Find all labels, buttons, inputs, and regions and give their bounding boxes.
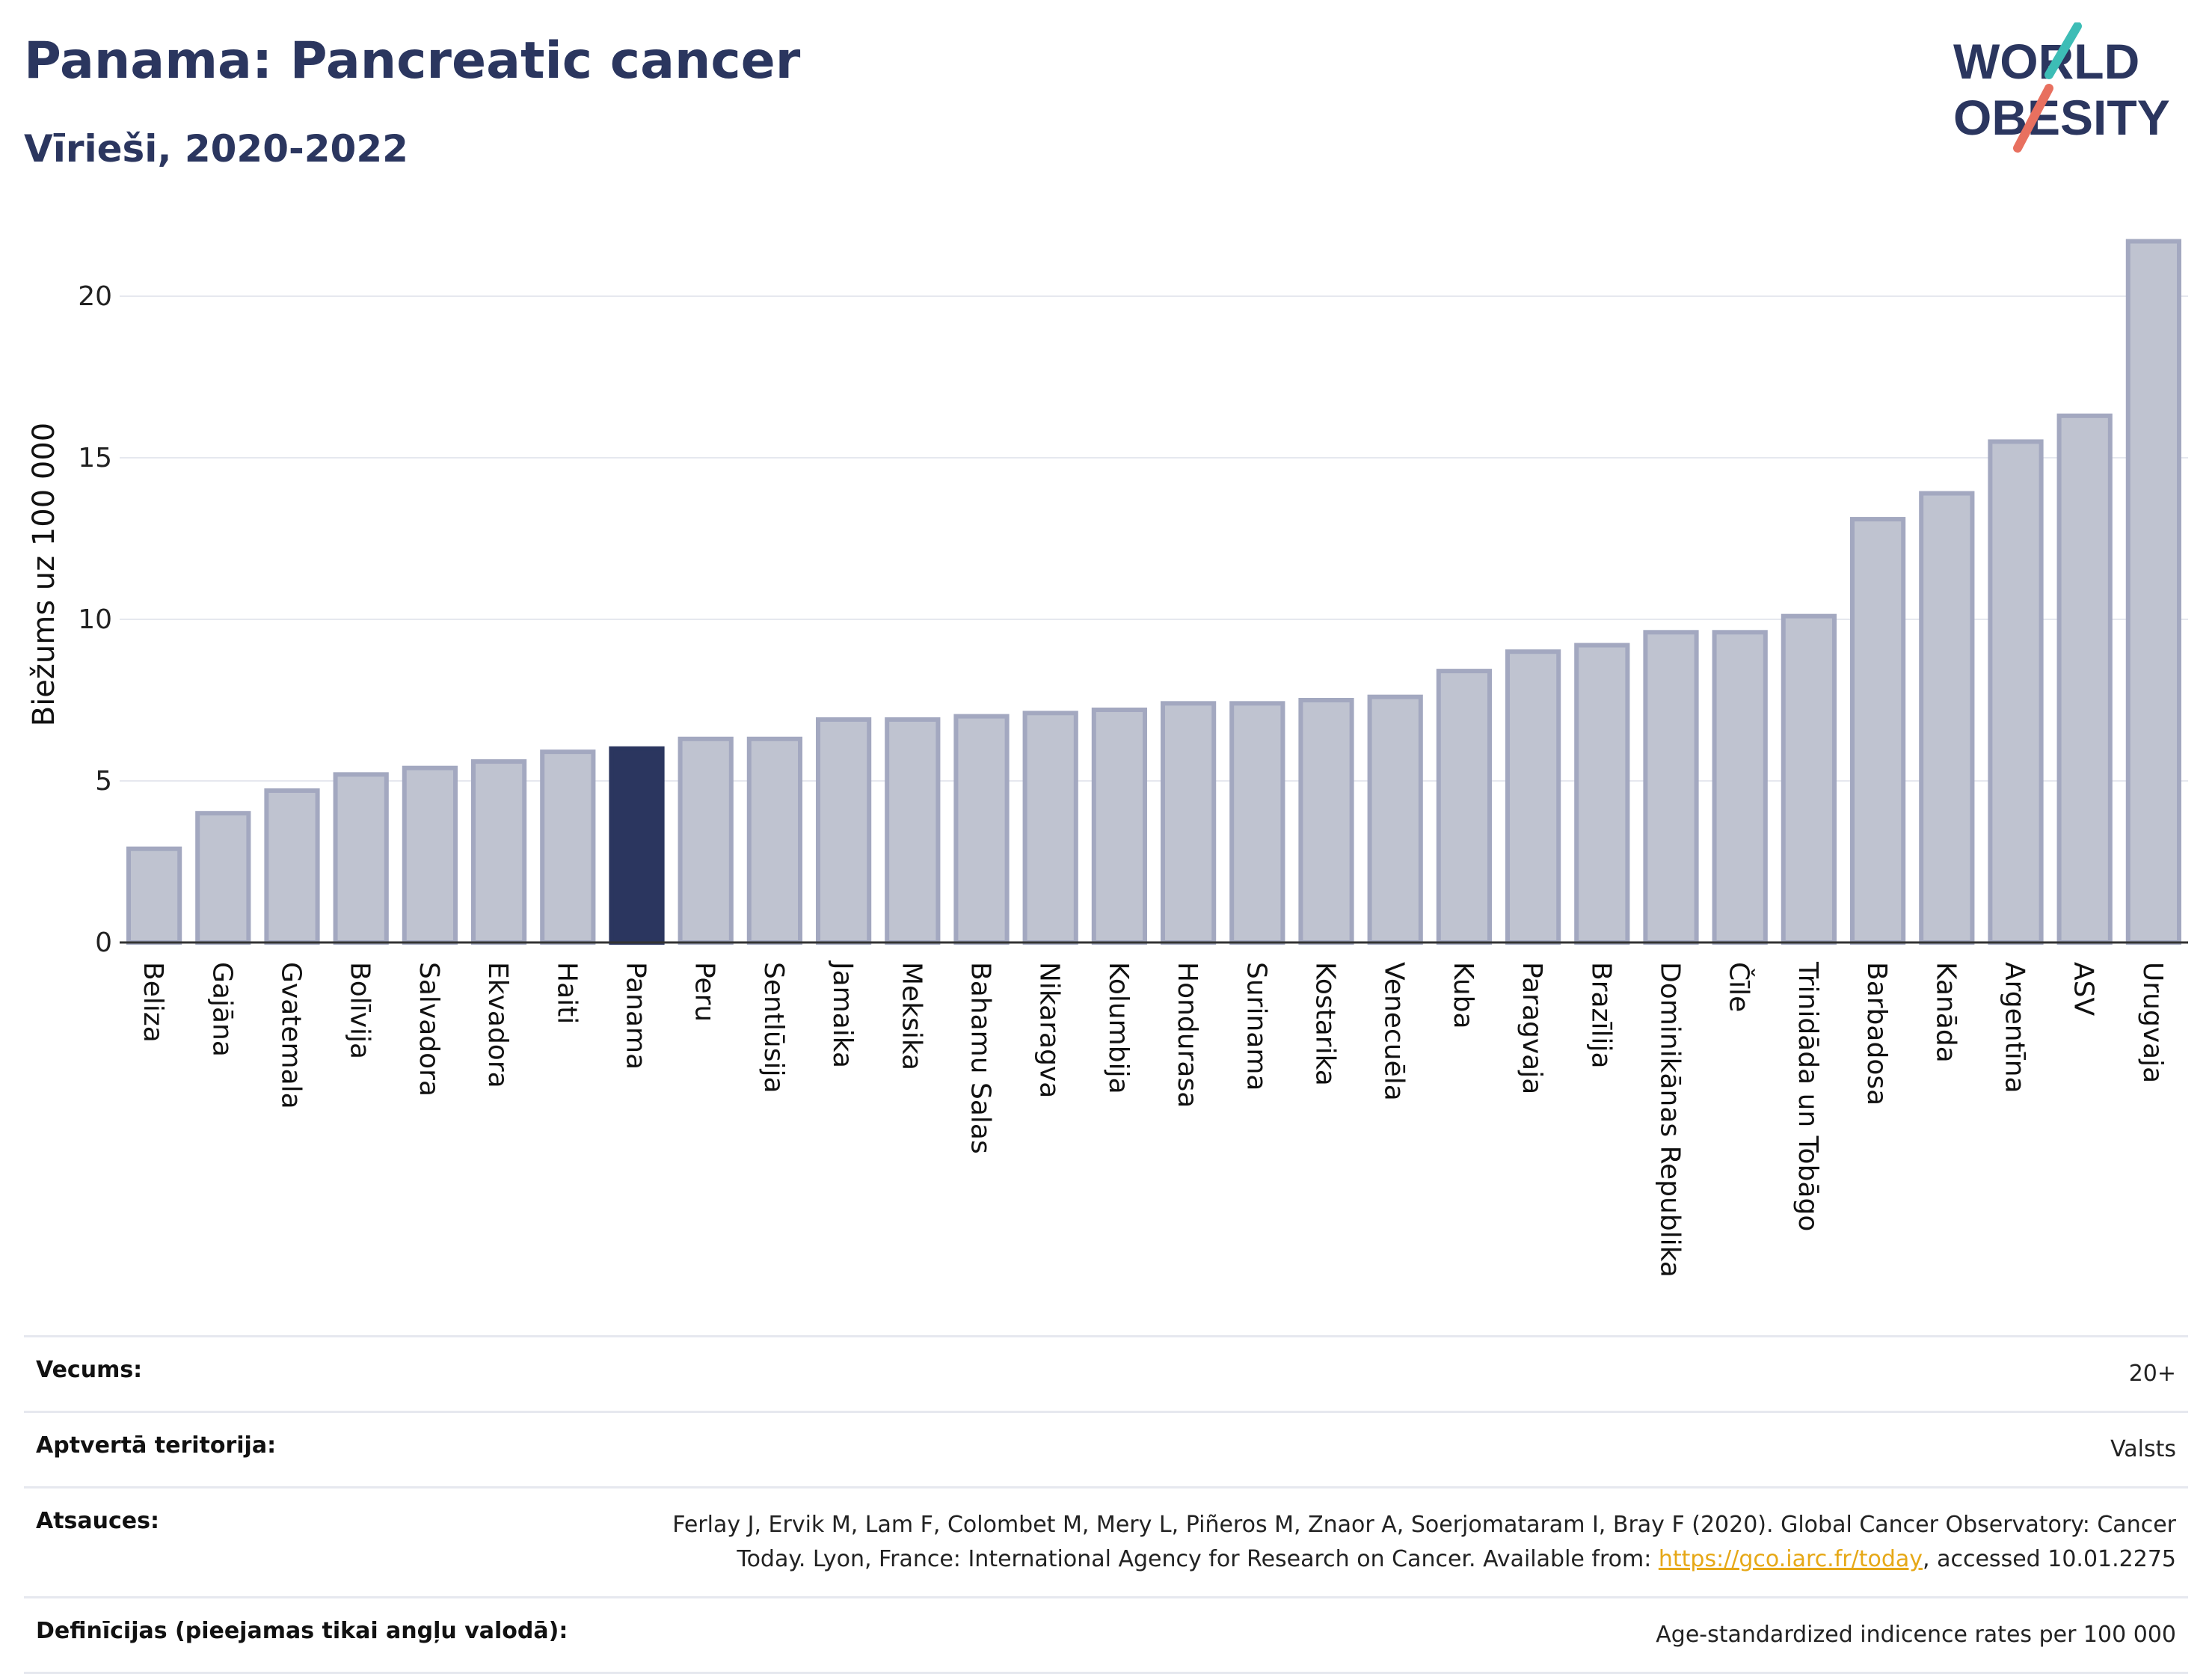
definitions-value: Age-standardized indicence rates per 100… — [1656, 1622, 2176, 1648]
bar-ASV[interactable] — [2056, 413, 2113, 945]
bar-Venecuēla[interactable] — [1367, 694, 1423, 945]
logo-text-world: WORLD — [1953, 34, 2139, 89]
meta-row-coverage: Aptvertā teritorija: Valsts — [24, 1411, 2188, 1486]
x-tick-Barbadosa: Barbadosa — [1861, 962, 1892, 1106]
x-tick-Salvadora: Salvadora — [414, 962, 444, 1097]
bar-Kolumbija[interactable] — [1091, 707, 1148, 945]
x-tick-Meksika: Meksika — [896, 962, 927, 1070]
bar-Surinama[interactable] — [1229, 701, 1285, 945]
bar-Hondurasa[interactable] — [1160, 701, 1217, 945]
bar-Meksika[interactable] — [885, 717, 941, 945]
bar-Kuba[interactable] — [1436, 669, 1493, 945]
x-tick-Surinama: Surinama — [1241, 962, 1271, 1091]
bar-Peru[interactable] — [678, 736, 734, 945]
bar-Ekvadora[interactable] — [470, 759, 527, 945]
x-tick-Brazīlija: Brazīlija — [1585, 962, 1616, 1069]
bar-Bahamu Salas[interactable] — [953, 714, 1010, 945]
x-tick-Ekvadora: Ekvadora — [482, 962, 513, 1088]
x-tick-Gajāna: Gajāna — [206, 962, 237, 1057]
definitions-label: Definīcijas (pieejamas tikai angļu valod… — [36, 1618, 568, 1644]
bar-Kostarika[interactable] — [1298, 698, 1354, 945]
x-tick-Peru: Peru — [689, 962, 720, 1022]
bar-Trinidāda un Tobāgo[interactable] — [1781, 613, 1837, 945]
x-tick-Dominikānas Republika: Dominikānas Republika — [1655, 962, 1686, 1278]
bar-Jamaika[interactable] — [815, 717, 872, 945]
bar-Bolīvija[interactable] — [333, 772, 389, 945]
bar-Barbadosa[interactable] — [1849, 517, 1906, 945]
coverage-label: Aptvertā teritorija: — [36, 1432, 277, 1459]
world-obesity-logo: WORLD OBESITY — [1953, 22, 2170, 153]
x-tick-Bolīvija: Bolīvija — [345, 962, 375, 1059]
chart-subtitle: Vīrieši, 2020-2022 — [24, 127, 408, 171]
logo-slash-teal — [2044, 22, 2082, 79]
x-tick-Bahamu Salas: Bahamu Salas — [965, 962, 996, 1154]
bar-Panama[interactable] — [609, 746, 665, 945]
bar-Čīle[interactable] — [1712, 630, 1768, 945]
x-tick-Panama: Panama — [621, 962, 651, 1070]
bar-Salvadora[interactable] — [402, 765, 458, 945]
bar-Brazīlija[interactable] — [1574, 643, 1630, 945]
bar-Dominikānas Republika[interactable] — [1643, 630, 1699, 945]
bar-Gajāna[interactable] — [195, 811, 251, 945]
x-tick-Čīle: Čīle — [1724, 962, 1755, 1012]
x-tick-Hondurasa: Hondurasa — [1172, 962, 1202, 1108]
x-tick-Nikaragva: Nikaragva — [1034, 962, 1065, 1098]
bar-Sentlūsija[interactable] — [746, 736, 803, 945]
meta-row-age: Vecums: 20+ — [24, 1335, 2188, 1411]
bar-Kanāda[interactable] — [1919, 491, 1975, 945]
y-tick-0: 0 — [95, 928, 112, 958]
logo-slash-coral — [2013, 84, 2053, 153]
x-tick-Beliza: Beliza — [138, 962, 168, 1043]
references-line-1: Ferlay J, Ervik M, Lam F, Colombet M, Me… — [672, 1512, 2176, 1538]
x-tick-Trinidāda un Tobāgo: Trinidāda un Tobāgo — [1792, 961, 1823, 1231]
bar-Gvatemala[interactable] — [264, 788, 320, 945]
chart-title: Panama: Pancreatic cancer — [24, 31, 801, 91]
references-link[interactable]: https://gco.iarc.fr/today — [1658, 1546, 1923, 1572]
y-tick-10: 10 — [78, 604, 112, 635]
references-line-2: Today. Lyon, France: International Agenc… — [737, 1546, 1659, 1572]
x-tick-Haiti: Haiti — [551, 962, 582, 1024]
age-value: 20+ — [2128, 1361, 2176, 1387]
x-tick-Jamaika: Jamaika — [827, 960, 858, 1068]
bars — [126, 239, 2182, 945]
x-tick-Urugvaja: Urugvaja — [2137, 962, 2168, 1083]
x-tick-Argentīna: Argentīna — [2000, 962, 2030, 1094]
x-tick-Kuba: Kuba — [1448, 962, 1478, 1029]
metadata-table: Vecums: 20+ Aptvertā teritorija: Valsts … — [24, 1335, 2188, 1674]
gridlines — [120, 295, 2188, 782]
x-tick-Kostarika: Kostarika — [1310, 962, 1341, 1086]
x-tick-Gvatemala: Gvatemala — [276, 962, 307, 1109]
y-tick-labels: 0 5 10 15 20 — [78, 281, 112, 958]
bar-Argentīna[interactable] — [1988, 439, 2044, 945]
y-tick-5: 5 — [95, 766, 112, 797]
x-tick-labels: Beliza Gajāna Gvatemala Bolīvija Salvadora Ek… — [138, 960, 2168, 1278]
references-value: Ferlay J, Ervik M, Lam F, Colombet M, Me… — [672, 1508, 2176, 1577]
y-tick-15: 15 — [78, 443, 112, 473]
references-accessed: , accessed 10.01.2275 — [1923, 1546, 2176, 1572]
bar-Urugvaja[interactable] — [2125, 239, 2182, 945]
meta-row-definitions: Definīcijas (pieejamas tikai angļu valod… — [24, 1596, 2188, 1674]
bar-chart: 0 5 10 15 20 Beliza Gajāna Gvatemala Bolīvija Sa… — [27, 239, 2188, 1278]
logo-text-obesity: OBESITY — [1953, 90, 2170, 145]
y-axis-label: Biežums uz 100 000 — [27, 423, 61, 727]
age-label: Vecums: — [36, 1357, 143, 1383]
coverage-value: Valsts — [2110, 1436, 2176, 1462]
x-tick-Kanāda: Kanāda — [1930, 962, 1961, 1063]
bar-Paragvaja[interactable] — [1505, 649, 1561, 945]
bar-Beliza[interactable] — [126, 846, 182, 945]
x-tick-Kolumbija: Kolumbija — [1103, 962, 1134, 1094]
x-tick-ASV: ASV — [2068, 962, 2099, 1016]
bar-Haiti[interactable] — [540, 749, 596, 945]
bar-Nikaragva[interactable] — [1022, 711, 1078, 945]
x-tick-Sentlūsija: Sentlūsija — [758, 962, 789, 1094]
y-tick-20: 20 — [78, 281, 112, 312]
x-tick-Paragvaja: Paragvaja — [1517, 962, 1547, 1094]
meta-row-references: Atsauces: Ferlay J, Ervik M, Lam F, Colo… — [24, 1486, 2188, 1596]
x-tick-Venecuēla: Venecuēla — [1379, 962, 1410, 1101]
references-label: Atsauces: — [36, 1508, 159, 1534]
